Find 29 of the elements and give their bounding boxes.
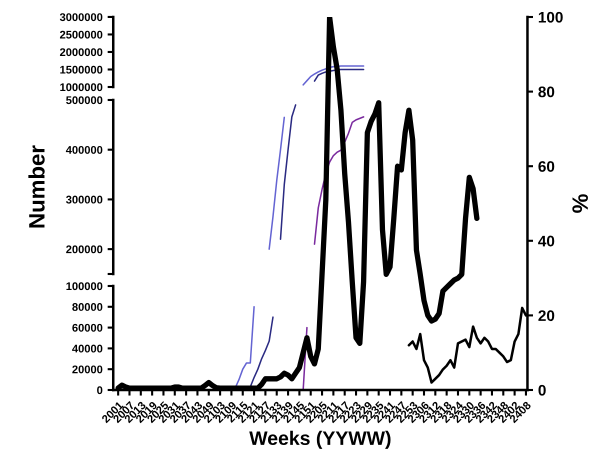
y-tick-label: 0 [97, 386, 102, 394]
y-tick-label: 1500000 [60, 66, 102, 74]
y-tick-label: 200000 [66, 245, 102, 254]
y-axis-title: Number [28, 145, 45, 228]
x-axis-title: Weeks (YYWW) [249, 430, 391, 449]
y2-tick-label: 80 [538, 86, 554, 98]
y-tick-label: 40000 [72, 344, 102, 353]
line-series [280, 104, 296, 240]
y-tick-label: 60000 [72, 324, 102, 332]
line-series [314, 68, 364, 82]
y-tick-label: 80000 [72, 303, 102, 311]
line-series [250, 316, 274, 388]
y2-tick-label: 100 [538, 12, 563, 23]
line-series [268, 116, 286, 250]
y2-tick-label: 20 [538, 310, 554, 322]
y-tick-label: 500000 [66, 96, 102, 104]
y-tick-label: 2000000 [60, 48, 102, 56]
y-tick-label: 2500000 [60, 30, 102, 39]
y-tick-label: 20000 [72, 365, 102, 374]
y-tick-label: 3000000 [60, 13, 102, 22]
y2-tick-label: 40 [538, 236, 554, 246]
y-tick-label: 300000 [66, 196, 102, 204]
y-tick-label: 100000 [66, 282, 102, 290]
y-tick-label: 1000000 [60, 83, 102, 92]
y2-axis-title: % [572, 194, 588, 213]
y2-tick-label: 0 [538, 384, 546, 396]
y2-tick-label: 60 [538, 161, 554, 172]
y-tick-label: 400000 [66, 146, 102, 154]
line-series [302, 65, 364, 86]
